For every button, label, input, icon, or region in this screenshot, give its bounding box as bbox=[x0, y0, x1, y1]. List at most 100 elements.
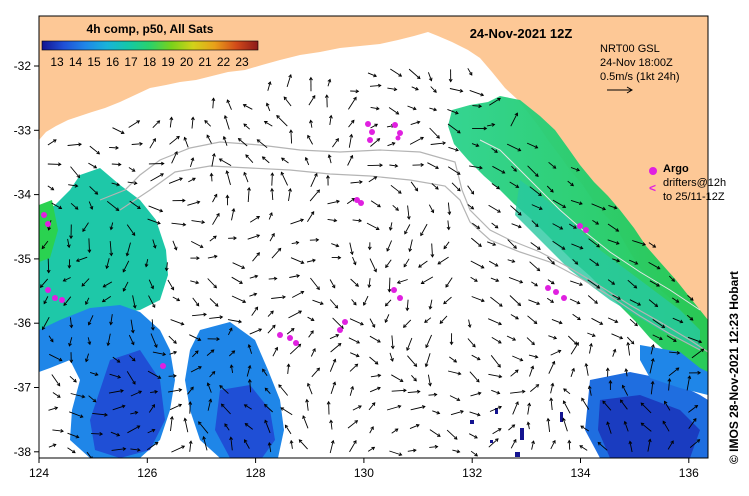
current-vector-head bbox=[265, 102, 270, 107]
current-vector bbox=[48, 407, 58, 411]
current-vector bbox=[571, 243, 583, 249]
current-vector-head bbox=[384, 319, 389, 323]
current-vector bbox=[126, 371, 136, 385]
current-vector-head bbox=[130, 341, 135, 346]
current-vector-head bbox=[673, 338, 677, 342]
current-vector-head bbox=[371, 402, 376, 406]
current-vector-head bbox=[216, 337, 220, 341]
current-vector-head bbox=[515, 369, 519, 374]
current-vector-head bbox=[247, 378, 252, 383]
current-vector-head bbox=[535, 223, 539, 228]
current-vector-head bbox=[386, 247, 390, 252]
current-vector bbox=[629, 259, 638, 265]
current-vector bbox=[511, 223, 522, 228]
current-vector bbox=[588, 238, 600, 248]
current-vector bbox=[591, 317, 603, 325]
current-vector bbox=[526, 142, 538, 149]
current-vector-head bbox=[377, 203, 381, 208]
current-vector-head bbox=[587, 385, 592, 390]
current-vector bbox=[570, 199, 583, 205]
current-vector-head bbox=[222, 135, 227, 140]
colorbar-title: 4h comp, p50, All Sats bbox=[87, 22, 214, 36]
current-vector-head bbox=[391, 142, 396, 146]
current-vector bbox=[111, 448, 126, 451]
current-vector bbox=[392, 204, 399, 211]
current-vector bbox=[691, 348, 704, 359]
current-vector bbox=[409, 239, 413, 252]
current-vector-head bbox=[159, 208, 164, 213]
current-vector-head bbox=[237, 138, 242, 142]
current-vector bbox=[203, 436, 208, 451]
current-vector bbox=[349, 440, 357, 453]
current-vector-head bbox=[374, 123, 379, 128]
current-vector bbox=[132, 295, 136, 308]
current-vector-head bbox=[271, 232, 275, 237]
colorbar-tick-label: 21 bbox=[198, 55, 212, 69]
current-vector-head bbox=[173, 350, 178, 355]
current-vector-head bbox=[92, 398, 97, 403]
current-vector-head bbox=[270, 187, 274, 192]
current-vector bbox=[330, 343, 342, 353]
current-vector-head bbox=[584, 362, 589, 367]
current-vector-head bbox=[280, 171, 285, 176]
currents-source: NRT00 GSL bbox=[600, 43, 660, 55]
current-vector bbox=[491, 183, 500, 190]
current-vector bbox=[592, 220, 599, 225]
current-vector bbox=[169, 117, 173, 128]
current-vector-head bbox=[443, 245, 448, 250]
current-vector bbox=[470, 450, 478, 457]
current-vector-head bbox=[43, 300, 48, 305]
current-vector-head bbox=[138, 390, 143, 395]
current-vector-head bbox=[602, 400, 606, 405]
current-vector bbox=[548, 335, 557, 339]
current-vector bbox=[230, 365, 234, 373]
current-vector-head bbox=[513, 245, 517, 249]
current-vector-head bbox=[116, 432, 121, 437]
current-vector bbox=[431, 183, 439, 190]
current-vector-head bbox=[371, 324, 376, 328]
current-vector bbox=[467, 204, 474, 210]
current-vector bbox=[87, 337, 91, 345]
current-vector-head bbox=[117, 162, 122, 167]
current-vector-head bbox=[521, 389, 526, 394]
current-vector bbox=[446, 429, 458, 440]
latitude-tick-label: -32 bbox=[14, 59, 32, 73]
current-vector bbox=[171, 445, 185, 453]
current-vector-head bbox=[326, 400, 331, 405]
current-vector-head bbox=[479, 165, 483, 170]
current-vector bbox=[224, 423, 230, 431]
current-vector bbox=[597, 442, 608, 451]
current-vector bbox=[370, 200, 381, 208]
current-vector bbox=[327, 200, 340, 205]
current-vector bbox=[244, 404, 252, 410]
current-vector bbox=[332, 138, 339, 148]
current-vector-head bbox=[425, 344, 429, 349]
current-vector-head bbox=[412, 448, 417, 453]
current-vector bbox=[552, 199, 566, 208]
current-vector-head bbox=[553, 335, 558, 340]
current-vector bbox=[671, 297, 679, 303]
current-vector bbox=[281, 157, 289, 164]
current-vector-head bbox=[337, 255, 342, 260]
current-vector bbox=[187, 201, 200, 206]
current-vector bbox=[276, 115, 288, 127]
current-vector bbox=[111, 182, 120, 186]
current-vector bbox=[249, 216, 260, 223]
current-vector-head bbox=[515, 184, 520, 188]
current-vector-head bbox=[137, 447, 141, 452]
current-vector-head bbox=[54, 406, 59, 411]
current-vector bbox=[149, 138, 156, 149]
current-vector bbox=[491, 389, 500, 394]
current-vector bbox=[391, 428, 399, 434]
current-vector-head bbox=[558, 320, 563, 325]
current-vector bbox=[647, 439, 651, 452]
current-vector-head bbox=[350, 385, 355, 390]
current-vector bbox=[418, 260, 428, 268]
current-vector-head bbox=[213, 254, 218, 259]
current-vector bbox=[67, 447, 76, 454]
current-vector bbox=[67, 238, 70, 248]
current-vector bbox=[209, 298, 219, 307]
current-vector bbox=[506, 143, 521, 152]
current-vector bbox=[210, 173, 213, 182]
current-vector-head bbox=[573, 225, 577, 229]
